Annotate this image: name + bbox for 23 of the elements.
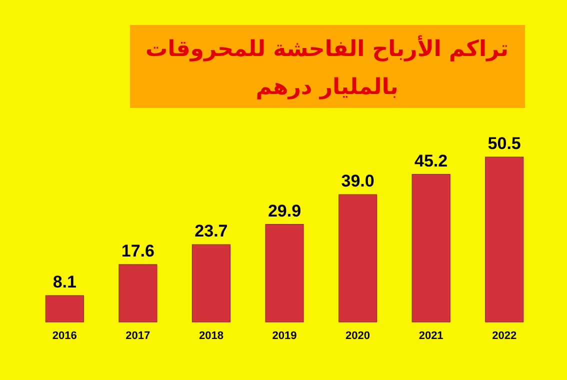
bar [45, 295, 84, 322]
x-tick-label: 2017 [126, 330, 150, 342]
data-label: 8.1 [52, 272, 76, 292]
bar [118, 264, 158, 322]
bar [192, 244, 231, 322]
x-tick-label: 2021 [418, 330, 444, 342]
x-tick-label: 2022 [492, 330, 517, 342]
chart-title: تراكم الأرباح الفاحشة للمحروقات [146, 35, 508, 62]
bar [485, 156, 524, 322]
x-tick-label: 2018 [198, 330, 224, 342]
data-label: 23.7 [194, 222, 228, 241]
data-label: 29.9 [268, 201, 302, 220]
data-label: 17.6 [121, 241, 154, 260]
x-tick-label: 2019 [272, 330, 297, 342]
chart-subtitle: بالمليار درهم [256, 75, 398, 100]
bar [265, 224, 304, 322]
x-tick-label: 2020 [346, 330, 370, 342]
data-label: 39.0 [341, 172, 374, 191]
data-label: 45.2 [414, 151, 448, 170]
data-label: 50.5 [488, 134, 521, 153]
bar [338, 194, 378, 322]
bar [412, 174, 450, 322]
x-tick-label: 2016 [52, 330, 77, 342]
